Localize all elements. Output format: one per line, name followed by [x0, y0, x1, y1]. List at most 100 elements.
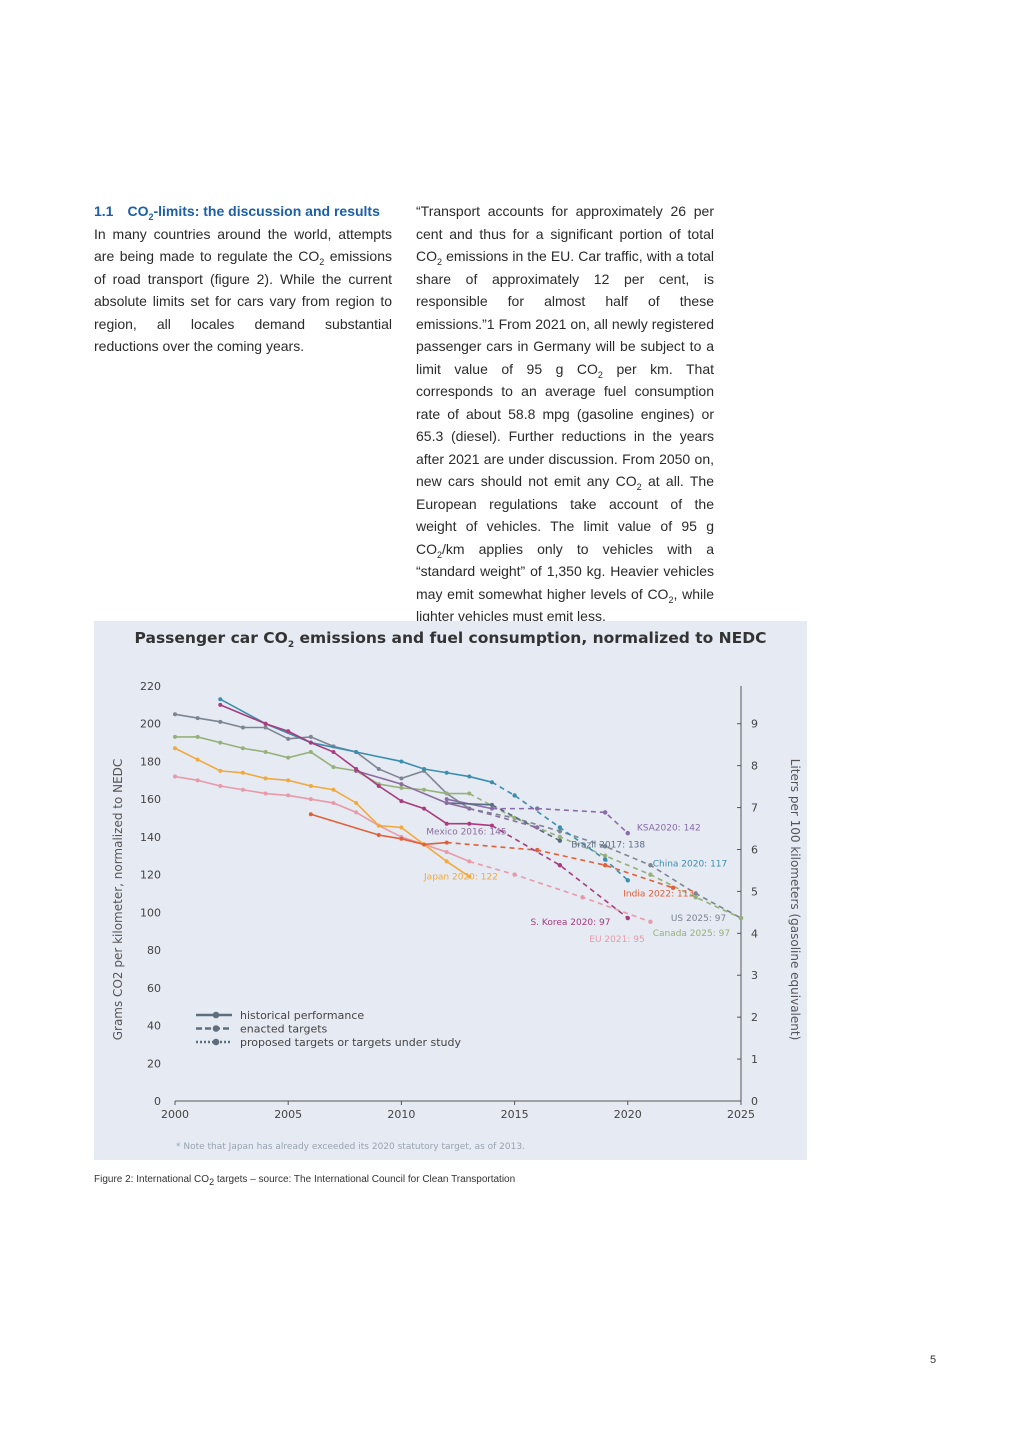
right-text-column: “Transport accounts for approximately 26… — [416, 200, 714, 628]
data-point — [173, 712, 177, 717]
data-point — [376, 767, 381, 771]
data-point — [422, 787, 427, 792]
target-point — [535, 847, 540, 853]
data-point — [399, 799, 404, 804]
data-point — [286, 729, 291, 734]
legend-label: proposed targets or targets under study — [240, 1036, 461, 1049]
target-point — [648, 919, 653, 924]
emissions-chart: 0 20 40 60 80 100 120 140 160 180 200 220 0 1 2 3 4 5 6 7 8 9… — [94, 621, 807, 1160]
data-point — [444, 800, 449, 805]
data-point — [444, 850, 449, 854]
figure-caption: Figure 2: International CO2 targets – so… — [94, 1174, 516, 1187]
y2-tick-label: 3 — [751, 969, 758, 982]
series-label: India 2022: 113 — [623, 890, 694, 900]
target-point — [602, 863, 608, 868]
data-point — [286, 793, 291, 798]
target-point — [738, 915, 744, 921]
data-point — [399, 785, 404, 790]
x-tick-label: 2000 — [161, 1108, 189, 1121]
data-point — [308, 750, 313, 755]
target-point — [557, 829, 563, 834]
y-axis-title: Grams CO2 per kilometer, normalized to N… — [111, 759, 125, 1041]
data-point — [331, 765, 336, 770]
target-point — [693, 895, 698, 900]
intro-paragraph: In many countries around the world, atte… — [94, 225, 392, 355]
series-historical-line — [174, 713, 470, 810]
y-tick-label: 200 — [140, 718, 161, 731]
data-point — [195, 778, 200, 783]
chart-footnote: * Note that Japan has already exceeded i… — [176, 1142, 525, 1152]
data-point — [376, 823, 381, 828]
data-point — [240, 770, 245, 775]
target-point — [625, 915, 630, 921]
data-point — [195, 716, 200, 721]
y-tick-label: 220 — [140, 680, 161, 693]
data-point — [399, 782, 404, 787]
y2-tick-label: 0 — [751, 1095, 758, 1108]
series-label: Japan 2020: 122 — [423, 873, 498, 883]
target-point — [512, 793, 517, 798]
y2-tick-label: 5 — [751, 885, 758, 898]
target-point — [557, 825, 563, 830]
data-point — [376, 783, 381, 788]
series-target-line — [491, 807, 629, 834]
series-target-line — [446, 841, 674, 889]
data-point — [422, 806, 427, 811]
legend-marker — [212, 1011, 220, 1019]
series-label: Canada 2025: 97 — [653, 929, 730, 939]
target-point — [557, 863, 563, 868]
series-target-line — [469, 860, 651, 923]
legend-marker — [212, 1038, 220, 1046]
left-text-column: 1.1 CO2-limits: the discussion and result… — [94, 200, 392, 358]
data-point — [263, 776, 268, 781]
data-point — [399, 825, 404, 830]
data-point — [308, 740, 313, 745]
y-tick-label: 20 — [147, 1057, 161, 1070]
y-tick-label: 120 — [140, 869, 161, 882]
legend-label: historical performance — [240, 1009, 364, 1022]
data-point — [308, 797, 313, 802]
data-point — [444, 791, 449, 796]
data-point — [444, 770, 449, 775]
series-target-line — [491, 804, 561, 842]
y-tick-label: 180 — [140, 755, 161, 768]
data-point — [331, 800, 336, 805]
target-point — [535, 806, 540, 811]
section-heading: 1.1 CO2-limits: the discussion and result… — [94, 203, 380, 222]
x-tick-label: 2010 — [387, 1108, 415, 1121]
data-point — [399, 836, 404, 841]
series-historical-line — [219, 704, 493, 827]
data-point — [173, 774, 177, 779]
y-tick-label: 80 — [147, 944, 161, 957]
data-point — [240, 746, 245, 751]
data-point — [354, 767, 359, 771]
quote-paragraph: “Transport accounts for approximately 26… — [416, 203, 714, 624]
data-point — [195, 757, 200, 762]
series-historical-line — [174, 747, 470, 878]
y2-tick-label: 9 — [751, 718, 758, 731]
data-point — [331, 750, 336, 755]
x-tick-label: 2015 — [501, 1108, 529, 1121]
data-point — [218, 783, 223, 788]
y2-tick-label: 6 — [751, 843, 758, 856]
data-point — [195, 734, 200, 739]
data-point — [444, 821, 449, 826]
target-point — [625, 830, 630, 836]
data-point — [286, 736, 291, 741]
target-point — [535, 825, 540, 830]
y2-tick-label: 8 — [751, 760, 758, 773]
target-point — [512, 872, 517, 877]
y2-tick-label: 2 — [751, 1011, 758, 1024]
target-point — [602, 844, 608, 849]
data-point — [308, 734, 313, 739]
target-point — [557, 838, 563, 843]
data-point — [173, 734, 177, 739]
data-point — [240, 787, 245, 792]
data-point — [399, 759, 404, 764]
target-point — [648, 872, 653, 877]
x-tick-label: 2025 — [727, 1108, 755, 1121]
data-point — [263, 721, 268, 726]
y-tick-label: 40 — [147, 1020, 161, 1033]
data-point — [218, 719, 223, 724]
target-point — [580, 895, 585, 900]
